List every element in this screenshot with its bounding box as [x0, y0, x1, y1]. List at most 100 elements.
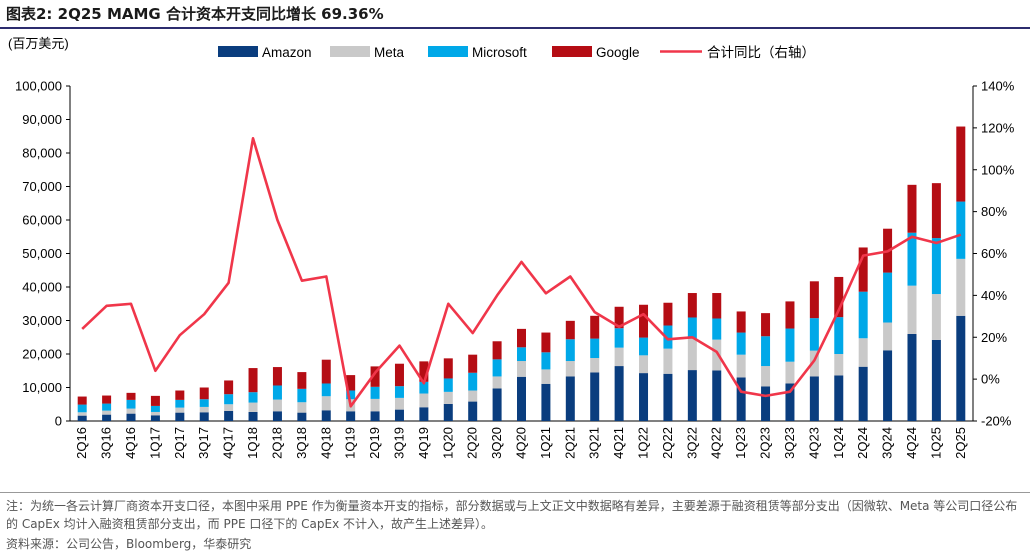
x-tick-label: 2Q20: [465, 427, 480, 459]
bar-meta: [126, 408, 136, 414]
bar-meta: [712, 339, 722, 371]
bar-meta: [370, 398, 380, 412]
bar-google: [297, 372, 307, 389]
y2-tick-label: 120%: [981, 120, 1015, 135]
bar-meta: [809, 350, 819, 377]
bar-google: [77, 396, 87, 405]
x-tick-label: 2Q21: [562, 427, 577, 459]
bar-meta: [150, 411, 160, 416]
title-divider: [0, 27, 1030, 29]
bar-microsoft: [590, 338, 600, 359]
x-tick-label: 4Q18: [318, 427, 333, 459]
bar-google: [346, 375, 356, 391]
bar-amazon: [126, 413, 136, 421]
bar-microsoft: [370, 386, 380, 399]
bar-amazon: [468, 401, 478, 421]
bar-meta: [394, 397, 404, 410]
x-tick-label: 2Q25: [953, 427, 968, 459]
bar-microsoft: [931, 238, 941, 295]
bar-meta: [736, 354, 746, 378]
x-tick-label: 1Q18: [245, 427, 260, 459]
bar-meta: [590, 358, 600, 373]
bar-meta: [492, 376, 502, 389]
bar-microsoft: [663, 325, 673, 349]
legend-label-meta: Meta: [374, 45, 405, 60]
x-tick-label: 3Q17: [196, 427, 211, 459]
bar-microsoft: [419, 381, 429, 394]
bar-google: [517, 328, 526, 348]
bar-meta: [687, 338, 697, 371]
bar-meta: [419, 393, 429, 408]
bar-amazon: [175, 412, 185, 421]
bar-google: [639, 304, 649, 338]
legend: Amazon Meta Microsoft Google 合计同比（右轴）: [218, 45, 815, 60]
x-axis-labels: 2Q16 3Q16 4Q16 1Q17 2Q17 3Q17 4Q17 1Q18 2Q18 3Q18…: [74, 427, 968, 459]
bar-amazon: [712, 370, 722, 421]
legend-label-yoy: 合计同比（右轴）: [707, 45, 815, 60]
x-tick-label: 1Q21: [538, 427, 553, 459]
bar-meta: [248, 402, 258, 412]
bar-meta: [199, 406, 209, 413]
bar-microsoft: [321, 383, 331, 397]
bar-microsoft: [102, 403, 112, 411]
chart-area: (百万美元) Amazon Meta Microsoft Google 合计同比（右轴）…: [8, 36, 1015, 459]
x-tick-label: 1Q22: [636, 427, 651, 459]
x-tick-label: 4Q22: [709, 427, 724, 459]
bar-meta: [931, 294, 941, 340]
y-tick-label: 40,000: [22, 280, 62, 295]
bar-google: [785, 301, 795, 329]
legend-label-microsoft: Microsoft: [472, 45, 527, 60]
x-tick-label: 1Q17: [147, 427, 162, 459]
bar-amazon: [736, 377, 746, 421]
x-tick-label: 3Q18: [294, 427, 309, 459]
x-tick-label: 1Q19: [343, 427, 358, 459]
footnote: 注：为统一各云计算厂商资本开支口径，本图中采用 PPE 作为衡量资本开支的指标，…: [6, 499, 1018, 531]
bar-amazon: [785, 383, 795, 421]
x-tick-label: 4Q19: [416, 427, 431, 459]
bar-amazon: [419, 407, 429, 421]
bar-microsoft: [809, 318, 819, 351]
bar-microsoft: [492, 359, 502, 377]
source-note: 资料来源：公司公告，Bloomberg，华泰研究: [6, 537, 252, 551]
bar-microsoft: [907, 232, 917, 286]
bar-google: [468, 354, 478, 373]
bar-google: [370, 366, 380, 387]
bar-microsoft: [956, 201, 966, 259]
bar-microsoft: [248, 392, 258, 403]
x-tick-label: 3Q20: [489, 427, 504, 459]
bar-meta: [541, 369, 551, 384]
y2-tick-label: 100%: [981, 162, 1015, 177]
y-tick-label: 50,000: [22, 246, 62, 261]
bar-amazon: [565, 376, 575, 421]
bar-microsoft: [517, 347, 526, 362]
bar-microsoft: [687, 317, 697, 339]
bar-meta: [565, 361, 575, 377]
bar-amazon: [370, 411, 380, 421]
bar-amazon: [663, 373, 673, 421]
bar-amazon: [248, 411, 258, 421]
footer-divider: [0, 492, 1030, 493]
bar-google: [931, 183, 941, 239]
bar-amazon: [931, 339, 941, 421]
y-axis-unit-label: (百万美元): [8, 36, 69, 51]
bar-microsoft: [224, 394, 234, 405]
bar-meta: [443, 391, 453, 404]
bar-google: [443, 358, 453, 379]
bar-amazon: [492, 388, 502, 421]
bar-google: [150, 395, 160, 406]
bar-google: [761, 313, 771, 337]
bar-amazon: [517, 376, 526, 421]
bar-meta: [883, 322, 893, 351]
bar-amazon: [297, 412, 307, 421]
bar-google: [126, 392, 136, 400]
bar-google: [394, 363, 404, 387]
bar-google: [712, 293, 722, 319]
bar-meta: [663, 348, 673, 374]
x-tick-label: 4Q17: [221, 427, 236, 459]
bar-google: [492, 341, 502, 360]
x-tick-label: 4Q24: [904, 427, 919, 459]
legend-label-google: Google: [596, 45, 640, 60]
axes: 0 10,000 20,000 30,000 40,000 50,000 60,000 70,…: [15, 79, 1015, 429]
bar-google: [736, 311, 746, 333]
bar-microsoft: [77, 404, 87, 413]
